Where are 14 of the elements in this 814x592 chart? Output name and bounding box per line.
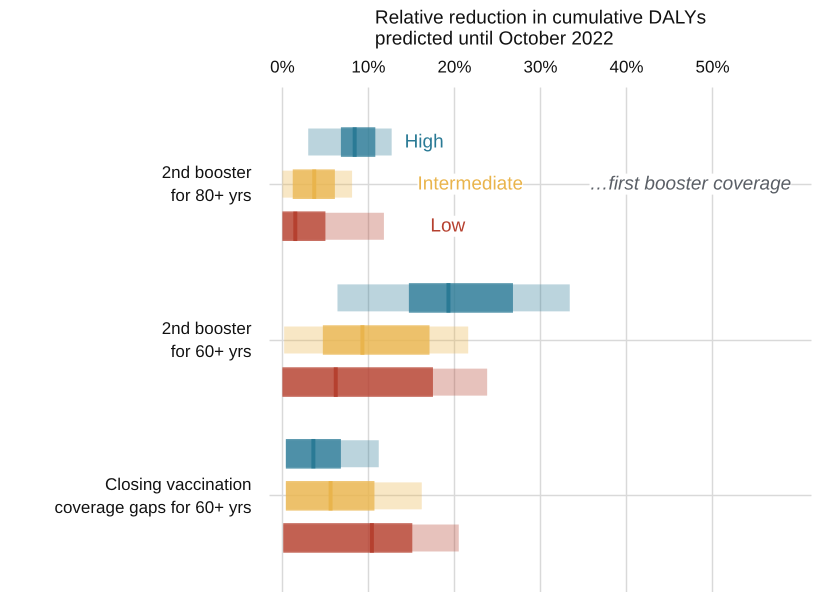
text: Low xyxy=(430,216,466,237)
x-tick-label: 0% xyxy=(270,58,295,76)
x-tick-label: 40% xyxy=(610,58,644,76)
series-label: High xyxy=(404,132,444,153)
chart-title: Relative reduction in cumulative DALYs predicted until October 2022 xyxy=(374,8,706,50)
x-tick-label: 30% xyxy=(523,58,558,76)
y-tick-label: 2nd booster for 60+ yrs xyxy=(162,319,252,361)
annotation: …first booster coverage xyxy=(590,174,792,195)
x-tick-label: 20% xyxy=(437,58,472,76)
text: Intermediate xyxy=(417,174,524,195)
y-tick-label: Closing vaccination coverage gaps for 60+ yrs xyxy=(54,474,252,517)
x-tick-label: 50% xyxy=(696,58,730,76)
y-tick-label: 2nd booster for 80+ yrs xyxy=(162,163,252,206)
x-tick-label: 10% xyxy=(351,58,386,76)
